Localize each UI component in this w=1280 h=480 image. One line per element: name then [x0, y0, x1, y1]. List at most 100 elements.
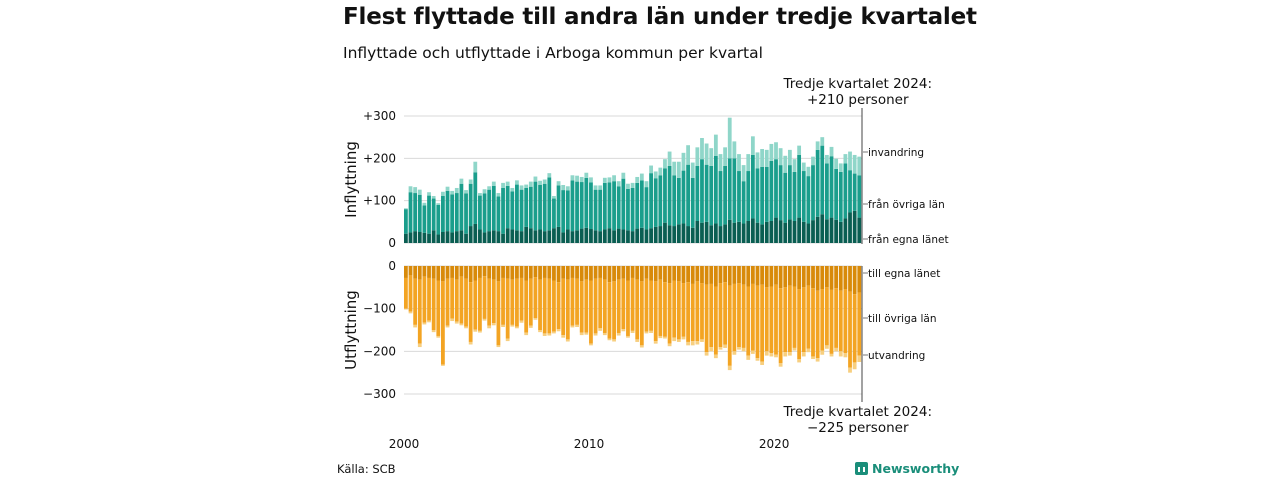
bar-segment [713, 134, 718, 156]
bar-segment [556, 282, 561, 330]
bar-segment [663, 336, 667, 339]
bar-segment [704, 352, 709, 356]
bar-segment [552, 228, 556, 243]
bar-segment [732, 141, 737, 159]
bar-segment [852, 173, 857, 211]
bar-segment [713, 354, 718, 359]
bar-segment [468, 179, 473, 184]
bar-segment [824, 345, 829, 349]
bar-segment [653, 178, 658, 227]
bar-segment [732, 158, 737, 223]
bar-segment [598, 328, 603, 331]
bar-segment [829, 156, 834, 218]
bar-segment [704, 221, 709, 243]
bar-segment [723, 165, 728, 225]
bar-segment [427, 195, 431, 234]
bar-segment [857, 217, 862, 243]
bar-segment [570, 180, 575, 232]
bar-segment [667, 225, 672, 243]
bar-segment [755, 168, 760, 223]
bar-segment [681, 170, 686, 224]
bar-segment [417, 266, 422, 280]
bar-segment [690, 266, 695, 284]
bar-segment [829, 217, 834, 243]
bar-segment [565, 229, 570, 243]
bar-segment [838, 290, 843, 352]
bar-segment [695, 281, 700, 342]
bar-segment [542, 231, 547, 243]
bar-segment [454, 279, 459, 322]
bar-segment [593, 278, 598, 334]
y-tick-label: 0 [388, 259, 396, 273]
bar-segment [552, 196, 556, 199]
bar-segment [538, 229, 542, 243]
bar-segment [741, 347, 746, 352]
bar-segment [769, 353, 774, 357]
bar-segment [404, 277, 408, 309]
bar-segment [538, 185, 542, 230]
bar-segment [755, 152, 760, 169]
bar-segment [760, 284, 765, 362]
bar-segment [422, 232, 427, 243]
bar-segment [653, 226, 658, 243]
bar-segment [704, 266, 709, 285]
bar-segment [515, 278, 519, 327]
bar-segment [774, 142, 778, 160]
bar-segment [450, 194, 455, 233]
bar-segment [848, 367, 852, 373]
bar-segment [769, 160, 774, 221]
bar-segment [533, 230, 538, 243]
bar-segment [806, 266, 811, 286]
bar-segment [834, 347, 839, 352]
bar-segment [422, 205, 427, 233]
bar-segment [746, 154, 751, 172]
bar-segment [528, 278, 533, 326]
bar-segment [820, 214, 825, 243]
bar-segment [413, 266, 418, 279]
bar-segment [445, 278, 450, 326]
bar-segment [764, 221, 769, 243]
bar-segment [760, 266, 765, 285]
bar-segment [792, 220, 797, 243]
bar-segment [408, 232, 413, 243]
bar-segment [838, 266, 843, 291]
bar-segment [607, 338, 612, 341]
bar-segment [663, 222, 667, 243]
bar-segment [709, 165, 714, 226]
bar-segment [445, 325, 450, 328]
bar-segment [672, 175, 677, 227]
bar-segment [801, 162, 806, 172]
bar-segment [718, 283, 723, 348]
bar-segment [639, 227, 644, 243]
bar-segment [639, 180, 644, 228]
bar-segment [704, 284, 709, 353]
bar-segment [811, 220, 815, 243]
bar-segment [723, 147, 728, 166]
bar-segment [681, 336, 686, 340]
bar-segment [593, 185, 598, 190]
bar-segment [515, 184, 519, 231]
bar-segment [593, 189, 598, 231]
bar-segment [565, 186, 570, 191]
bar-segment [441, 281, 445, 365]
bar-segment [524, 187, 529, 227]
bar-segment [681, 152, 686, 171]
bar-segment [741, 165, 746, 182]
bar-segment [709, 266, 714, 284]
bar-segment [732, 222, 737, 243]
bar-segment [704, 143, 709, 165]
bar-segment [737, 221, 741, 243]
bar-segment [672, 161, 677, 176]
bar-segment [755, 222, 760, 243]
bar-segment [815, 358, 820, 362]
bar-segment [737, 154, 741, 172]
bar-segment [820, 289, 825, 351]
bar-segment [528, 266, 533, 279]
bar-segment [501, 324, 505, 328]
bar-segment [811, 165, 815, 221]
bar-segment [626, 188, 630, 231]
bar-segment [695, 165, 700, 221]
bar-segment [450, 277, 455, 319]
bar-segment [829, 353, 834, 357]
bar-segment [843, 163, 848, 219]
